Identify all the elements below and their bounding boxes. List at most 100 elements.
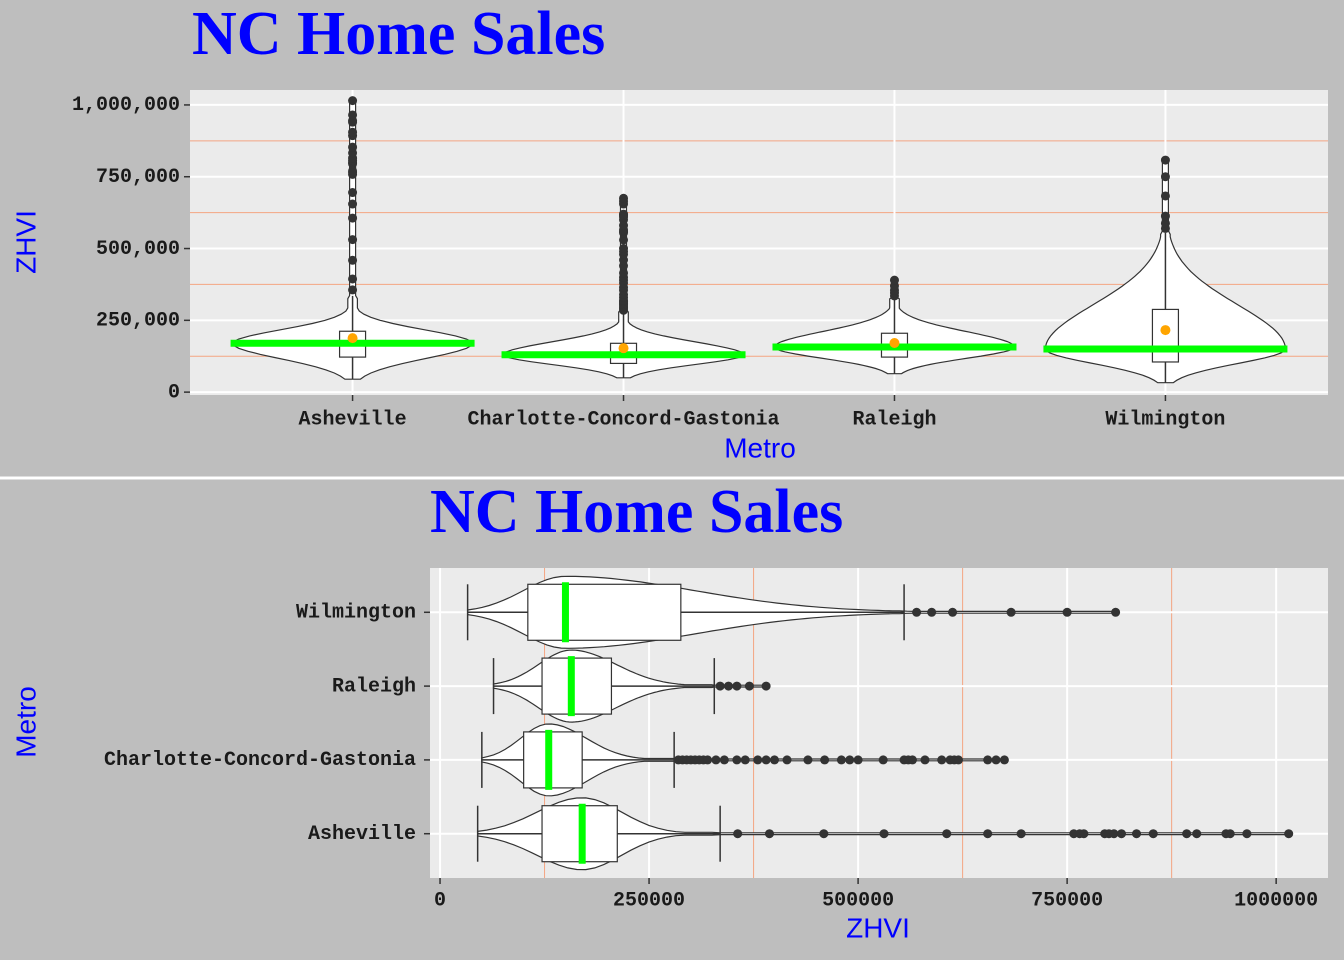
outlier (348, 213, 358, 223)
outlier (1192, 829, 1202, 839)
outlier (619, 235, 629, 245)
box (541, 657, 613, 715)
outlier (1182, 829, 1192, 839)
tick-label: 0 (434, 889, 446, 912)
outlier (744, 681, 754, 691)
outlier (1079, 829, 1089, 839)
outlier (1160, 211, 1170, 221)
outlier (889, 275, 899, 285)
outlier (348, 274, 358, 284)
box (523, 731, 583, 789)
outlier (348, 127, 358, 137)
outlier (1016, 829, 1026, 839)
outlier (1284, 829, 1294, 839)
outlier (1109, 829, 1119, 839)
outlier (348, 96, 358, 106)
tick-label: 500000 (822, 889, 894, 912)
outlier (348, 166, 358, 176)
tick-label: 250000 (613, 889, 685, 912)
outlier (878, 755, 888, 765)
outlier (348, 110, 358, 120)
outlier (719, 755, 729, 765)
chart-title: NC Home Sales (192, 0, 605, 68)
outlier (1160, 218, 1170, 228)
tick-label: 500,000 (96, 238, 180, 261)
outlier (723, 681, 733, 691)
outlier (853, 755, 863, 765)
tick-label: 0 (168, 381, 180, 404)
outlier (733, 829, 743, 839)
outlier (999, 755, 1009, 765)
outlier (1062, 607, 1072, 617)
outlier (845, 755, 855, 765)
outlier (619, 268, 629, 278)
outlier (819, 829, 829, 839)
outlier (348, 199, 358, 209)
outlier (1132, 829, 1142, 839)
outlier (761, 681, 771, 691)
outlier (348, 285, 358, 295)
outlier (740, 755, 750, 765)
outlier (1242, 829, 1252, 839)
outlier (348, 235, 358, 245)
outlier (348, 142, 358, 152)
outlier (782, 755, 792, 765)
outlier (715, 681, 725, 691)
x-axis-title: Metro (724, 432, 796, 463)
tick-label: 1,000,000 (72, 94, 180, 117)
tick-label: 250,000 (96, 310, 180, 333)
outlier (619, 193, 629, 203)
category-label: Asheville (299, 408, 407, 431)
outlier (764, 829, 774, 839)
outlier (912, 607, 922, 617)
y-axis-title: Metro (10, 686, 41, 758)
outlier (1225, 829, 1235, 839)
box (527, 583, 682, 641)
tick-label: 1000000 (1234, 889, 1318, 912)
outlier (820, 755, 830, 765)
mean-point (347, 333, 358, 344)
chart-title: NC Home Sales (430, 478, 843, 546)
category-label: Raleigh (852, 408, 936, 431)
category-label: Wilmington (1105, 408, 1225, 431)
outlier (942, 829, 952, 839)
category-label: Charlotte-Concord-Gastonia (467, 408, 779, 431)
outlier (703, 755, 713, 765)
outlier (983, 755, 993, 765)
outlier (732, 755, 742, 765)
mean-point (1160, 325, 1171, 336)
outlier (769, 755, 779, 765)
outlier (1160, 155, 1170, 165)
outlier (348, 188, 358, 198)
outlier (1111, 607, 1121, 617)
outlier (920, 755, 930, 765)
tick-label: 750000 (1031, 889, 1103, 912)
outlier (1116, 829, 1126, 839)
mean-point (618, 343, 629, 354)
outlier (753, 755, 763, 765)
outlier (761, 755, 771, 765)
outlier (937, 755, 947, 765)
outlier (619, 244, 629, 254)
x-axis-title: ZHVI (846, 912, 910, 943)
outlier (991, 755, 1001, 765)
outlier (983, 829, 993, 839)
mean-point (889, 338, 900, 349)
outlier (803, 755, 813, 765)
category-label: Asheville (308, 823, 416, 846)
outlier (907, 755, 917, 765)
category-label: Raleigh (332, 675, 416, 698)
outlier (1160, 172, 1170, 182)
category-label: Charlotte-Concord-Gastonia (104, 749, 416, 772)
y-axis-title: ZHVI (10, 210, 41, 274)
outlier (1160, 191, 1170, 201)
outlier (348, 255, 358, 265)
outlier (953, 755, 963, 765)
outlier (1148, 829, 1158, 839)
outlier (879, 829, 889, 839)
tick-label: 750,000 (96, 166, 180, 189)
box (1151, 308, 1180, 363)
outlier (1006, 607, 1016, 617)
outlier (619, 209, 629, 219)
